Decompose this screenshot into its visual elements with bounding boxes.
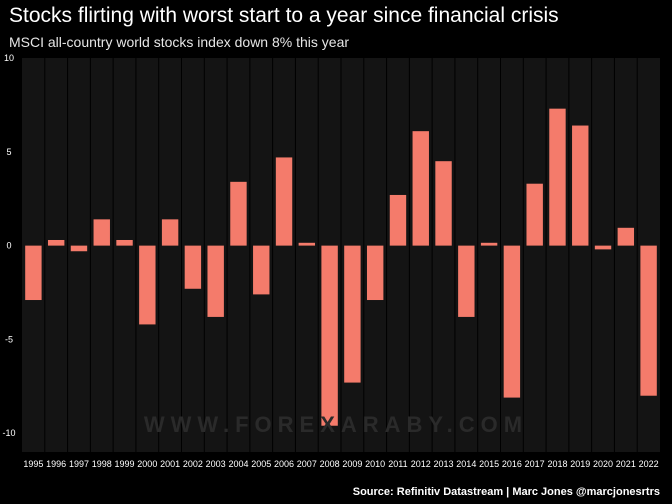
x-tick-label: 2020 — [593, 459, 613, 469]
x-tick-label: 2006 — [274, 459, 294, 469]
x-tick-label: 2000 — [137, 459, 157, 469]
x-tick-label: 2013 — [434, 459, 454, 469]
x-tick-label: 2019 — [570, 459, 590, 469]
x-tick-label: 1999 — [115, 459, 135, 469]
watermark: WWW.FOREXARABY.COM — [143, 412, 529, 437]
bar-2003 — [207, 245, 224, 317]
x-tick-label: 2008 — [320, 459, 340, 469]
x-tick-label: 2012 — [411, 459, 431, 469]
y-tick-label: 10 — [4, 53, 14, 63]
x-tick-label: 2001 — [160, 459, 180, 469]
x-tick-label: 2015 — [479, 459, 499, 469]
bar-2021 — [617, 227, 635, 246]
x-tick-label: 2002 — [183, 459, 203, 469]
x-tick-label: 2004 — [228, 459, 248, 469]
bar-1995 — [25, 245, 42, 301]
bar-2008 — [321, 245, 338, 426]
bar-2016 — [503, 245, 521, 398]
bar-2014 — [458, 245, 475, 317]
bar-2004 — [230, 181, 247, 246]
x-tick-label: 2018 — [547, 459, 567, 469]
bar-2006 — [275, 157, 293, 246]
x-tick-label: 1998 — [92, 459, 112, 469]
bar-2017 — [526, 183, 543, 246]
x-tick-label: 2009 — [342, 459, 362, 469]
bar-1998 — [93, 219, 110, 246]
x-tick-label: 2010 — [365, 459, 385, 469]
chart-title: Stocks flirting with worst start to a ye… — [9, 4, 559, 27]
bar-1996 — [47, 239, 65, 246]
bar-2007 — [298, 242, 316, 246]
bar-2010 — [366, 245, 384, 301]
x-tick-label: 2016 — [502, 459, 522, 469]
bar-1999 — [116, 239, 133, 246]
bar-2000 — [139, 245, 156, 325]
bar-2018 — [549, 108, 566, 246]
x-tick-label: 2014 — [456, 459, 476, 469]
y-tick-label: 5 — [6, 147, 11, 157]
y-tick-label: -5 — [5, 334, 13, 344]
x-tick-label: 1996 — [46, 459, 66, 469]
bar-2015 — [480, 242, 498, 246]
x-tick-label: 1997 — [69, 459, 89, 469]
bar-2005 — [253, 245, 270, 295]
bar-2020 — [594, 245, 612, 250]
x-tick-label: 2011 — [388, 459, 407, 469]
x-tick-label: 2003 — [206, 459, 226, 469]
y-tick-label: -10 — [2, 428, 15, 438]
x-tick-label: 2017 — [525, 459, 545, 469]
bar-2009 — [344, 245, 361, 383]
bar-2012 — [412, 131, 429, 246]
y-tick-label: 0 — [6, 241, 11, 251]
chart-subtitle: MSCI all-country world stocks index down… — [9, 34, 350, 50]
x-tick-label: 2021 — [616, 459, 636, 469]
bar-2022 — [640, 245, 657, 396]
bar-2019 — [572, 125, 589, 246]
bar-2011 — [389, 194, 407, 246]
x-tick-label: 2022 — [639, 459, 659, 469]
source-note: Source: Refinitiv Datastream | Marc Jone… — [352, 486, 660, 498]
x-tick-label: 1995 — [23, 459, 43, 469]
bar-2002 — [184, 245, 202, 289]
bar-1997 — [70, 245, 88, 252]
bar-2013 — [435, 161, 452, 246]
bar-2001 — [161, 219, 179, 246]
x-tick-label: 2007 — [297, 459, 317, 469]
x-tick-label: 2005 — [251, 459, 271, 469]
